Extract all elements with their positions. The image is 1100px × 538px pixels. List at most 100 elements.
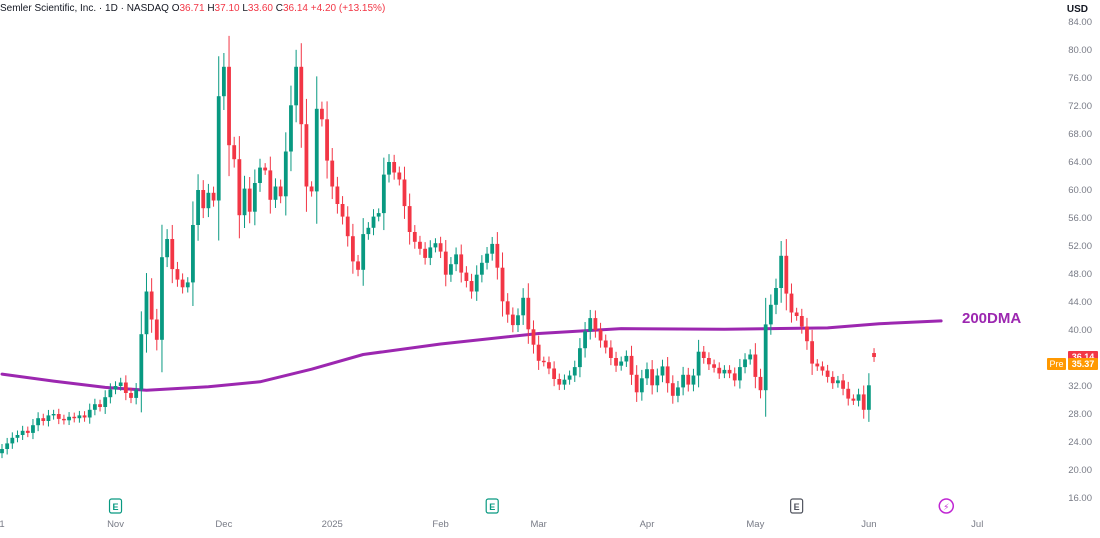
candle: [438, 236, 443, 259]
x-tick-label: Dec: [215, 519, 232, 530]
y-tick-label: 24.00: [1068, 437, 1092, 448]
earnings-icon[interactable]: E: [108, 498, 123, 514]
candle: [376, 208, 381, 222]
change-value: +4.20 (+13.15%): [310, 3, 386, 14]
candle: [412, 225, 417, 249]
currency-button[interactable]: USD: [1066, 4, 1088, 15]
candle: [387, 154, 391, 183]
open-label: O: [171, 3, 180, 14]
candle: [598, 322, 603, 348]
candle: [356, 254, 360, 277]
pre-market-label: Pre: [1047, 358, 1066, 371]
candle: [46, 409, 51, 427]
x-tick-label: 2025: [322, 519, 343, 530]
candle: [221, 53, 226, 110]
candle: [557, 373, 562, 391]
candle: [526, 283, 531, 344]
earnings-icon[interactable]: E: [485, 498, 499, 514]
candles-layer: [0, 35, 876, 459]
candle: [712, 359, 716, 373]
events-layer[interactable]: E E E ⚡: [108, 498, 955, 514]
x-axis[interactable]: 1 Nov Dec 2025 Feb Mar Apr May Jun Jul: [0, 519, 983, 530]
svg-text:⚡: ⚡: [943, 502, 949, 512]
candle: [861, 385, 866, 419]
candle: [366, 222, 371, 240]
candle: [180, 273, 185, 294]
x-tick-label: Feb: [432, 519, 448, 530]
candle: [547, 356, 551, 375]
candle: [500, 252, 505, 317]
candle: [701, 345, 706, 364]
x-tick-label: Jun: [861, 519, 876, 530]
candle: [278, 179, 283, 204]
candle: [98, 399, 102, 412]
candle: [433, 238, 438, 253]
candle: [314, 76, 319, 224]
candle: [330, 148, 335, 200]
open-value: 36.71: [179, 3, 205, 14]
candle: [206, 183, 211, 218]
low-value: 33.60: [247, 3, 273, 14]
candle: [25, 426, 30, 438]
high-label: H: [207, 3, 215, 14]
candle: [381, 157, 386, 231]
y-tick-label: 56.00: [1068, 213, 1092, 224]
candle: [397, 166, 402, 186]
candle: [815, 359, 820, 371]
candle: [144, 273, 149, 353]
candle: [294, 49, 299, 123]
close-value: 36.14: [282, 3, 308, 14]
candle: [196, 174, 200, 241]
candle: [696, 339, 701, 388]
candle: [51, 409, 56, 420]
y-tick-label: 76.00: [1068, 73, 1092, 84]
candle: [531, 320, 536, 354]
candle: [77, 410, 82, 423]
candle: [154, 308, 159, 351]
y-tick-label: 28.00: [1068, 409, 1092, 420]
candle: [490, 236, 495, 261]
candle: [645, 362, 649, 385]
candle: [732, 367, 737, 387]
candle: [629, 345, 634, 385]
candle: [691, 368, 696, 392]
candle: [846, 381, 851, 406]
candle: [423, 242, 428, 265]
lightning-icon[interactable]: ⚡: [938, 498, 955, 514]
y-axis[interactable]: 84.00 80.00 76.00 72.00 68.00 64.00 60.00 56.00…: [1068, 17, 1092, 504]
y-tick-label: 32.00: [1068, 381, 1092, 392]
candle: [139, 311, 144, 413]
candle: [603, 334, 608, 354]
candle: [485, 247, 489, 270]
candle: [454, 247, 458, 272]
ma-200-layer: [0, 319, 943, 392]
candle: [856, 388, 861, 407]
candle: [216, 56, 221, 241]
candle: [0, 444, 4, 459]
candle: [118, 377, 123, 391]
svg-text:E: E: [489, 502, 495, 512]
candle: [562, 374, 567, 390]
candle: [789, 283, 794, 323]
candle: [175, 261, 180, 287]
candle: [345, 206, 350, 247]
candle: [227, 35, 231, 177]
candle: [247, 177, 252, 224]
x-tick-label: Apr: [640, 519, 655, 530]
candle: [758, 368, 763, 399]
y-tick-label: 72.00: [1068, 101, 1092, 112]
candle: [722, 365, 727, 379]
y-tick-label: 80.00: [1068, 45, 1092, 56]
candle: [407, 193, 412, 245]
candle: [299, 43, 304, 148]
candle: [428, 240, 433, 266]
candle: [129, 387, 133, 404]
candle: [567, 370, 572, 385]
candle: [737, 358, 742, 389]
candle: [5, 437, 10, 455]
y-tick-label: 52.00: [1068, 241, 1092, 252]
earnings-icon[interactable]: E: [790, 498, 804, 514]
candle: [464, 266, 469, 288]
